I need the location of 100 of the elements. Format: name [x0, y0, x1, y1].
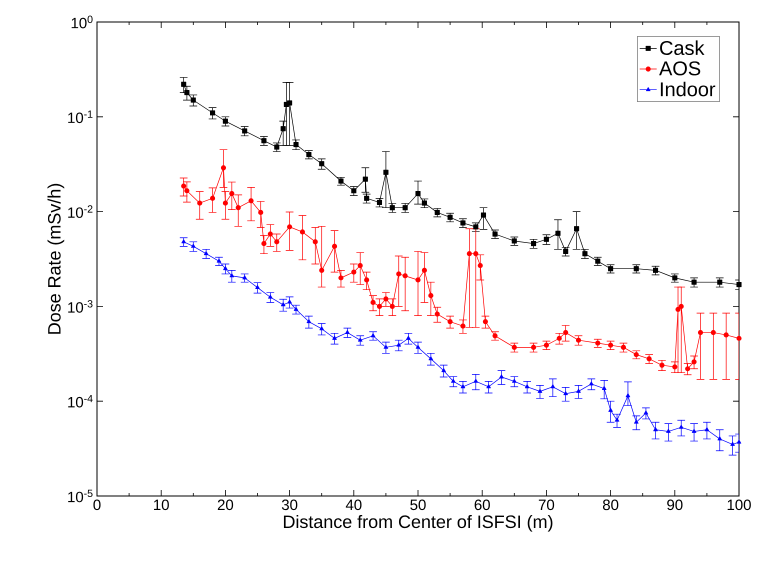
point: [236, 205, 241, 210]
point: [294, 306, 298, 311]
point: [351, 270, 356, 275]
point: [370, 300, 376, 306]
point: [364, 277, 370, 283]
point: [653, 427, 658, 432]
point: [396, 342, 401, 347]
point: [675, 306, 681, 312]
point: [698, 330, 704, 336]
point: [736, 336, 742, 341]
point: [406, 336, 411, 340]
point: [550, 384, 556, 388]
point: [181, 184, 186, 189]
y-tick-label: 10$^{-2}$: [68, 205, 92, 218]
point: [466, 251, 472, 256]
point: [268, 294, 273, 299]
x-tick-label: 20: [218, 500, 234, 510]
legend-label: AOS: [659, 61, 700, 76]
point: [261, 241, 266, 246]
x-tick-label: 40: [346, 500, 362, 510]
point: [370, 333, 376, 338]
point: [416, 344, 420, 349]
point: [460, 324, 466, 329]
x-tick-label: 100: [728, 500, 751, 510]
y-tick-label: 10$^{-4}$: [68, 394, 93, 408]
point: [345, 330, 350, 334]
point: [402, 273, 408, 278]
y-tick-label: 10$^{0}$: [72, 16, 93, 28]
point: [280, 302, 286, 306]
x-axis-title: Distance from Center of ISFSI (m): [284, 514, 552, 532]
point: [644, 410, 648, 415]
point: [319, 326, 324, 330]
x-tick-label: 30: [282, 500, 298, 510]
point: [451, 378, 456, 383]
point: [229, 191, 234, 196]
point: [478, 262, 483, 268]
point: [338, 275, 344, 280]
point: [460, 384, 466, 388]
y-tick-label: 10$^{-3}$: [68, 300, 93, 313]
point: [576, 388, 581, 393]
point: [730, 442, 735, 446]
point: [184, 188, 190, 194]
point: [441, 368, 446, 372]
point: [181, 239, 186, 244]
point: [710, 330, 716, 336]
point: [319, 268, 324, 273]
point: [608, 408, 613, 412]
point: [287, 300, 292, 304]
point: [287, 224, 292, 230]
point: [626, 393, 630, 398]
point: [210, 196, 216, 201]
point: [222, 200, 228, 206]
point: [678, 304, 684, 309]
point: [197, 200, 202, 206]
point: [248, 198, 254, 204]
point: [268, 231, 273, 237]
point: [242, 275, 247, 280]
point: [589, 381, 594, 386]
point: [538, 388, 542, 393]
x-tick-label: 90: [667, 500, 683, 510]
point: [358, 262, 363, 268]
y-tick-label: 10$^{-1}$: [68, 110, 92, 124]
point: [473, 251, 478, 256]
x-tick-label: 0: [93, 500, 101, 510]
point: [602, 386, 606, 390]
point: [384, 344, 388, 349]
point: [220, 165, 226, 170]
point: [717, 436, 722, 440]
point: [383, 296, 388, 302]
point: [230, 273, 234, 278]
point: [692, 428, 696, 433]
point: [376, 304, 382, 309]
point: [524, 384, 530, 388]
point: [390, 304, 395, 309]
point: [614, 418, 620, 422]
point: [216, 258, 222, 263]
point: [512, 378, 517, 383]
point: [474, 378, 478, 383]
point: [428, 356, 434, 360]
point: [736, 440, 742, 444]
point: [563, 330, 568, 336]
point: [563, 391, 568, 396]
point: [499, 374, 504, 378]
point: [258, 210, 264, 215]
point: [204, 251, 208, 256]
x-tick-label: 10: [154, 500, 169, 510]
point: [422, 268, 427, 273]
point: [332, 336, 337, 340]
x-tick-label: 80: [602, 500, 618, 510]
point: [486, 384, 491, 388]
point: [704, 427, 710, 432]
point: [223, 266, 228, 270]
point: [191, 244, 196, 248]
point: [358, 338, 362, 342]
point: [255, 285, 260, 290]
point: [396, 271, 402, 276]
y-axis-title: Dose Rate (mSv/h): [48, 184, 64, 334]
point: [332, 244, 338, 249]
point: [724, 332, 729, 338]
point: [312, 239, 318, 244]
